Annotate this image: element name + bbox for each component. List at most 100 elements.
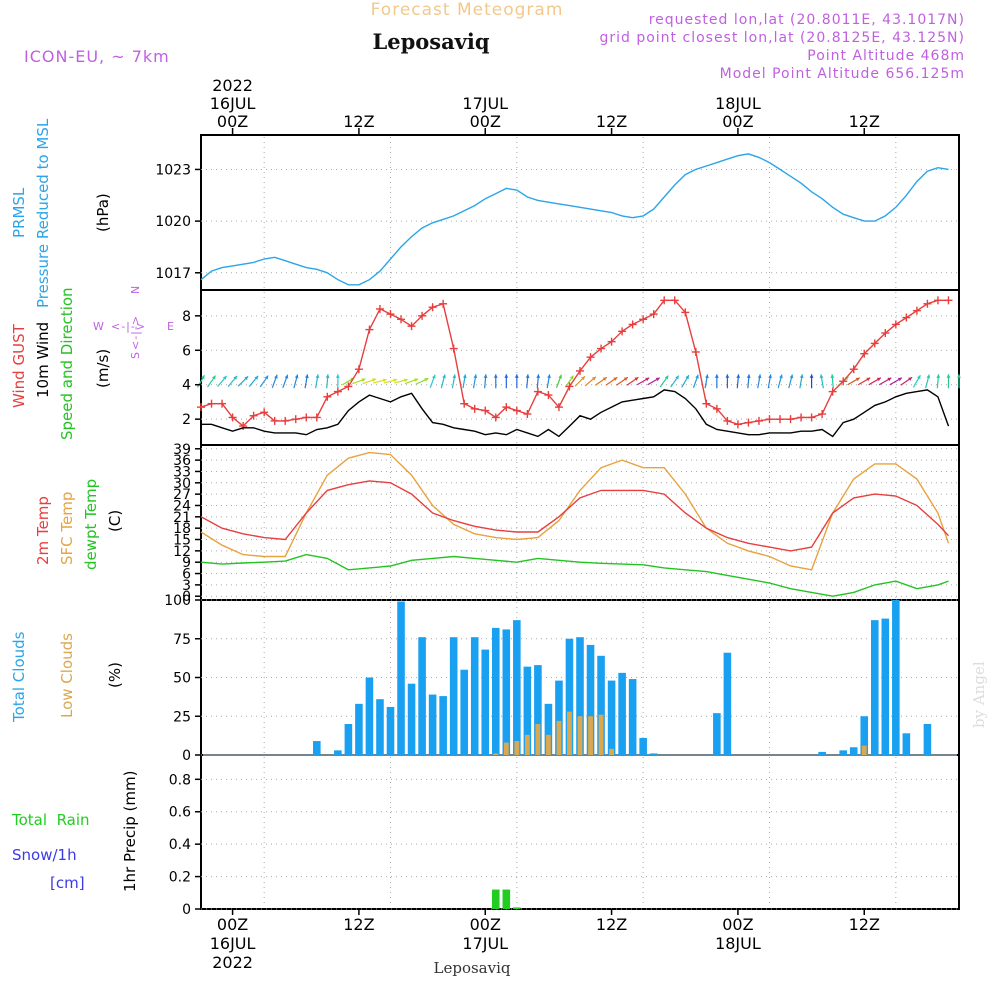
low-cloud-bar	[588, 716, 593, 755]
wind-arrow	[757, 374, 762, 389]
wind-arrow-head	[936, 374, 941, 378]
wind-arrow-head	[908, 377, 913, 381]
y-tick-label: 75	[173, 632, 191, 648]
low-cloud-bar	[567, 711, 572, 755]
y-tick-label: 36	[173, 453, 191, 469]
gust-point	[933, 296, 942, 305]
x-tick-label-top: 12Z	[596, 112, 627, 131]
y-tick-label: 0.6	[169, 805, 191, 821]
point-altitude: Point Altitude 468m	[807, 48, 965, 64]
total-cloud-bar	[513, 620, 521, 755]
low-cloud-bar	[493, 753, 499, 755]
total-cloud-bar	[313, 741, 321, 755]
wind-arrow-head	[876, 377, 881, 382]
pressure-labels: PRMSL Pressure Reduced to MSL (hPa)	[10, 118, 112, 308]
clouds-labels: Total Clouds Low Clouds (%)	[10, 631, 124, 723]
total-cloud-bar	[607, 680, 616, 755]
gust-point	[807, 413, 816, 422]
gust-point	[660, 296, 669, 305]
wind-arrow	[504, 374, 509, 389]
dir-label: Speed and Direction	[58, 287, 76, 440]
low-cloud-bar	[556, 720, 562, 755]
y-tick-label: 1023	[155, 162, 191, 178]
gust-point	[733, 420, 742, 429]
gust-point	[870, 339, 879, 348]
rain-label: Total Rain	[11, 811, 90, 829]
wind-arrow	[293, 374, 299, 389]
wind-arrow	[809, 374, 814, 389]
temperature-panel	[200, 444, 960, 601]
model-name: ICON-EU, ~ 7km	[24, 47, 170, 66]
tsfc-label: SFC Temp	[58, 492, 76, 565]
gust-point	[502, 403, 511, 412]
wind-arrow-head	[274, 374, 278, 379]
wind-arrow-head	[211, 375, 216, 380]
product-title: Forecast Meteogram	[371, 0, 564, 20]
compass-arrows: <-|->	[111, 320, 146, 333]
x-tick-label-bottom: 12Z	[343, 915, 374, 934]
rain-bar	[502, 889, 511, 909]
gust-point	[681, 308, 690, 317]
wind-arrow	[335, 374, 340, 389]
gust-point	[649, 310, 658, 319]
x-tick-label-bottom: 12Z	[596, 915, 627, 934]
gust-point	[607, 337, 616, 346]
x-tick-label-top: 00Z	[722, 112, 753, 131]
wind-arrow-head	[201, 375, 205, 380]
temp-labels: 2m Temp SFC Temp dewpt Temp (C)	[34, 479, 124, 570]
wind-arrow	[462, 374, 467, 389]
low-cloud-bar	[861, 745, 867, 755]
wind-arrow	[472, 374, 478, 389]
wind-arrow	[889, 377, 903, 386]
wind-arrow-head	[403, 378, 408, 383]
gust-point	[312, 413, 321, 422]
gust-point	[323, 392, 332, 401]
low-clouds-label: Low Clouds	[58, 633, 76, 718]
total-cloud-bar	[849, 747, 858, 755]
wind-arrow	[736, 374, 741, 389]
wind-arrow-head	[916, 375, 921, 380]
rain-bar	[513, 907, 521, 909]
total-cloud-bar	[902, 733, 911, 755]
wind-arrow	[868, 377, 882, 386]
total-cloud-bar	[397, 601, 405, 755]
gust-point	[260, 408, 269, 417]
wind-arrow	[681, 374, 690, 388]
wind-arrow	[777, 374, 783, 389]
gust-point	[481, 406, 490, 415]
y-tick-label: 4	[182, 378, 191, 394]
x-tick-label-bottom: 00Z	[722, 915, 753, 934]
wind-arrow-head	[382, 378, 387, 383]
wind-arrow-head	[746, 374, 751, 378]
wind-arrow-head	[855, 377, 860, 382]
gust-point	[723, 416, 732, 425]
wind-arrow	[847, 377, 861, 386]
total-cloud-bar	[481, 649, 490, 755]
wind-arrow-head	[655, 377, 660, 382]
total-cloud-bar	[470, 637, 479, 755]
wind-arrow	[259, 375, 269, 388]
wind-arrow	[692, 374, 699, 389]
wind-arrow	[248, 375, 259, 388]
total-cloud-bar	[576, 637, 584, 755]
wind-arrow-head	[452, 374, 457, 379]
wind-arrow-head	[789, 374, 794, 379]
wind-unit: (m/s)	[94, 349, 112, 388]
x-tick-label-top: 12Z	[849, 112, 880, 131]
dew-label: dewpt Temp	[82, 479, 100, 570]
gust-point	[618, 327, 627, 336]
temp-unit: (C)	[106, 510, 124, 532]
wind-arrow	[536, 374, 541, 389]
wind10-label: 10m Wind	[34, 322, 52, 398]
total-cloud-bar	[365, 677, 374, 755]
wind-arrow-head	[483, 374, 488, 378]
wind-arrow	[647, 377, 661, 386]
wind-arrow	[237, 375, 249, 387]
gust-point	[281, 416, 290, 425]
total-cloud-bar	[597, 655, 605, 755]
x-tick-label-top: 2022	[212, 76, 253, 95]
dewpoint-line	[200, 553, 949, 597]
wind-arrow-head	[581, 376, 585, 381]
total-cloud-bar	[449, 637, 458, 755]
total-cloud-bar	[355, 703, 363, 755]
